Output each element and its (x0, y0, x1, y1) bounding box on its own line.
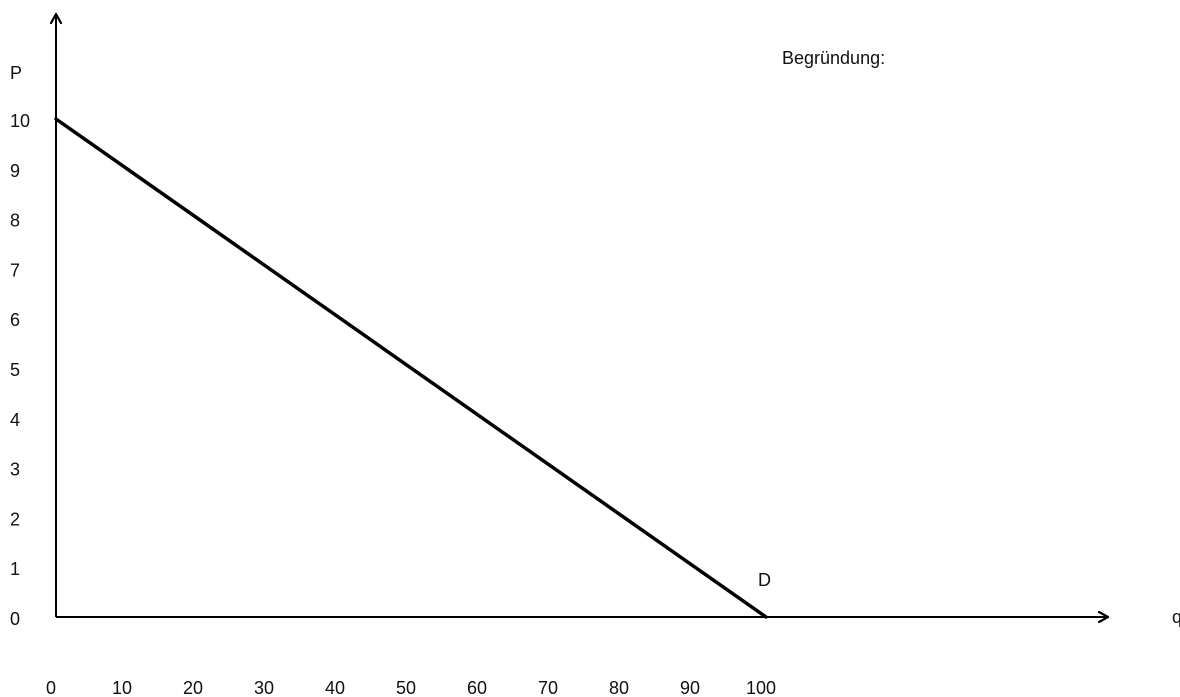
x-tick-label: 20 (183, 678, 203, 697)
y-tick-label: 5 (10, 360, 20, 380)
series-layer (54, 117, 768, 619)
x-tick-label: 60 (467, 678, 487, 697)
y-tick-labels: 0 1 2 3 4 5 6 7 8 9 10 (10, 111, 30, 629)
y-tick-label: 0 (10, 609, 20, 629)
x-tick-label: 100 (746, 678, 776, 697)
x-tick-labels: 0 10 20 30 40 50 60 70 80 90 100 (46, 678, 776, 697)
y-axis-label: P (10, 63, 22, 83)
annotation-layer: D (758, 570, 771, 590)
y-tick-label: 4 (10, 410, 20, 430)
x-tick-label: 30 (254, 678, 274, 697)
y-tick-label: 3 (10, 460, 20, 480)
x-tick-label: 10 (112, 678, 132, 697)
y-tick-label: 10 (10, 111, 30, 131)
demand-line (54, 117, 768, 619)
y-tick-label: 1 (10, 559, 20, 579)
x-tick-label: 90 (680, 678, 700, 697)
y-tick-label: 6 (10, 310, 20, 330)
y-tick-label: 9 (10, 161, 20, 181)
demand-curve-label: D (758, 570, 771, 590)
x-tick-label: 0 (46, 678, 56, 697)
x-tick-label: 50 (396, 678, 416, 697)
justification-label: Begründung: (782, 48, 885, 68)
y-tick-label: 8 (10, 211, 20, 231)
x-tick-label: 80 (609, 678, 629, 697)
y-tick-label: 2 (10, 509, 20, 529)
x-tick-label: 40 (325, 678, 345, 697)
x-axis-label: q (1172, 607, 1180, 627)
y-tick-label: 7 (10, 260, 20, 280)
x-tick-label: 70 (538, 678, 558, 697)
